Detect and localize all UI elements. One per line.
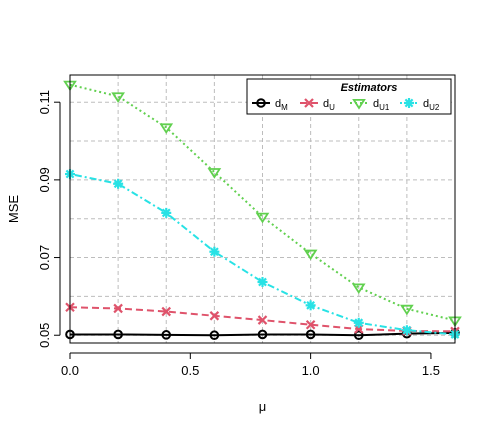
legend-label-d-u1: dU1 [373,98,390,112]
data-point-d-m [209,330,220,341]
series-line-d-m [70,331,456,337]
legend-title: Estimators [341,82,398,94]
data-point-d-u1 [303,249,318,261]
y-tick-label: 0.07 [37,245,52,270]
data-point-d-u2 [113,178,124,189]
x-tick-label: 1.0 [302,363,320,378]
data-point-d-m [113,329,123,340]
data-point-d-u [305,319,316,330]
legend: Estimators dM dU dU1 dU2 [246,78,452,115]
data-point-d-u1 [400,304,414,316]
plot-frame [69,74,456,344]
data-point-d-u [161,306,172,317]
data-point-d-u2 [401,325,412,336]
data-point-d-m [161,330,172,340]
y-axis-label: MSE [6,195,21,224]
data-point-d-u [209,311,220,321]
x-axis-label: μ [259,399,267,414]
grid-lines [69,75,456,343]
legend-label-d-u: dU [323,98,335,112]
data-point-d-u2 [161,207,172,218]
x-tick-label: 0.5 [181,363,199,378]
legend-label-d-u2: dU2 [423,98,440,112]
data-point-d-m [257,329,268,340]
y-tick-label: 0.05 [37,323,52,348]
data-point-d-u1 [111,92,125,103]
legend-label-d-m: dM [275,98,288,112]
data-point-d-u2 [257,277,268,288]
data-point-d-m [353,330,364,341]
data-point-d-m [305,329,316,340]
legend-box [246,78,452,115]
legend-marker-d-u1 [352,98,366,110]
legend-marker-d-u2 [404,98,414,108]
data-point-d-u2 [209,246,220,257]
data-point-d-u1 [255,212,270,224]
legend-marker-d-m [256,98,266,108]
y-tick-label: 0.11 [37,90,52,114]
data-point-d-u2 [353,317,364,328]
series-line-d-u2 [69,173,456,336]
legend-marker-d-u [304,98,314,108]
x-tick-label: 1.5 [422,363,440,378]
data-point-d-u1 [207,168,222,179]
data-point-d-u2 [305,300,316,311]
data-point-d-u1 [159,123,174,135]
axes: 0.0 0.5 1.0 1.5 0.05 0.07 0.09 0.11 [37,90,440,378]
data-point-d-u1 [351,283,366,295]
x-tick-label: 0.0 [61,363,79,378]
y-tick-label: 0.09 [37,167,52,192]
data-point-d-u [113,303,123,314]
data-point-d-u [257,315,268,325]
